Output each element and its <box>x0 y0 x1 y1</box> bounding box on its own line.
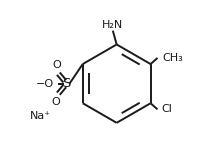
Text: H₂N: H₂N <box>102 20 123 30</box>
Text: S: S <box>63 77 71 90</box>
Text: O: O <box>53 60 62 70</box>
Text: O: O <box>52 97 60 107</box>
Text: Cl: Cl <box>161 104 172 114</box>
Text: Na⁺: Na⁺ <box>30 111 51 121</box>
Text: −O: −O <box>36 79 54 89</box>
Text: CH₃: CH₃ <box>162 53 183 63</box>
